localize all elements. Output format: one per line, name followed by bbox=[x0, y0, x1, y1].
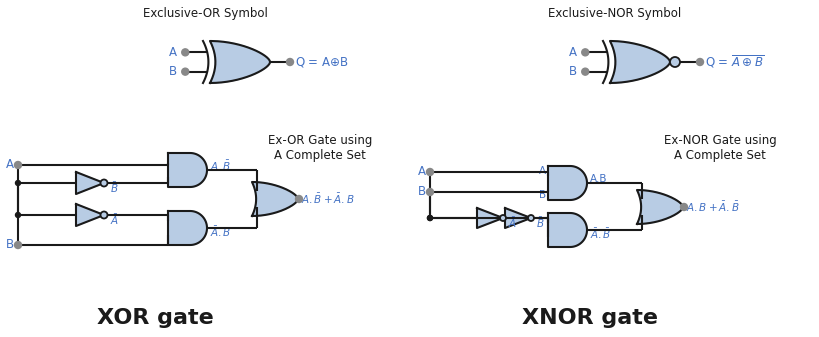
Circle shape bbox=[581, 49, 588, 56]
Polygon shape bbox=[636, 190, 682, 224]
Polygon shape bbox=[210, 41, 269, 83]
Text: A: A bbox=[169, 46, 177, 59]
Text: $\bar{B}$: $\bar{B}$ bbox=[111, 181, 119, 195]
Polygon shape bbox=[76, 204, 104, 226]
Circle shape bbox=[182, 49, 188, 56]
Polygon shape bbox=[505, 208, 531, 228]
Circle shape bbox=[15, 161, 21, 168]
Polygon shape bbox=[168, 153, 206, 187]
Text: $\bar{B}$: $\bar{B}$ bbox=[536, 216, 544, 230]
Text: A: A bbox=[538, 166, 545, 176]
Circle shape bbox=[669, 57, 679, 67]
Polygon shape bbox=[76, 172, 104, 194]
Text: A: A bbox=[568, 46, 577, 59]
Text: $\bar{A}.B$: $\bar{A}.B$ bbox=[210, 225, 231, 239]
Text: $\bar{A}.\bar{B}$: $\bar{A}.\bar{B}$ bbox=[590, 227, 611, 241]
Text: B: B bbox=[538, 190, 545, 200]
Text: Exclusive-NOR Symbol: Exclusive-NOR Symbol bbox=[548, 6, 681, 20]
Polygon shape bbox=[609, 41, 669, 83]
Polygon shape bbox=[168, 211, 206, 245]
Polygon shape bbox=[547, 166, 586, 200]
Text: B: B bbox=[6, 239, 14, 251]
Polygon shape bbox=[477, 208, 502, 228]
Circle shape bbox=[527, 215, 533, 221]
Text: $A.\bar{B}+\bar{A}.B$: $A.\bar{B}+\bar{A}.B$ bbox=[301, 192, 355, 206]
Circle shape bbox=[680, 204, 686, 211]
Text: XOR gate: XOR gate bbox=[97, 308, 213, 328]
Text: Ex-NOR Gate using
A Complete Set: Ex-NOR Gate using A Complete Set bbox=[663, 134, 776, 162]
Circle shape bbox=[500, 215, 505, 221]
Text: Ex-OR Gate using
A Complete Set: Ex-OR Gate using A Complete Set bbox=[268, 134, 372, 162]
Circle shape bbox=[15, 242, 21, 248]
Text: A.B: A.B bbox=[590, 174, 607, 184]
Circle shape bbox=[426, 168, 433, 176]
Text: XNOR gate: XNOR gate bbox=[522, 308, 657, 328]
Circle shape bbox=[101, 212, 107, 218]
Circle shape bbox=[426, 188, 433, 195]
Circle shape bbox=[427, 215, 432, 220]
Text: A: A bbox=[6, 158, 14, 172]
Text: Exclusive-OR Symbol: Exclusive-OR Symbol bbox=[143, 6, 267, 20]
Circle shape bbox=[581, 68, 588, 75]
Text: B: B bbox=[418, 185, 426, 198]
Text: $A.B+\bar{A}.\bar{B}$: $A.B+\bar{A}.\bar{B}$ bbox=[686, 200, 739, 214]
Circle shape bbox=[101, 180, 107, 186]
Circle shape bbox=[427, 215, 432, 220]
Circle shape bbox=[16, 213, 20, 217]
Polygon shape bbox=[547, 213, 586, 247]
Polygon shape bbox=[251, 182, 297, 216]
Text: $\bar{A}$: $\bar{A}$ bbox=[111, 213, 120, 227]
Text: $A.\bar{B}$: $A.\bar{B}$ bbox=[210, 159, 231, 173]
Circle shape bbox=[16, 181, 20, 185]
Circle shape bbox=[695, 59, 703, 65]
Text: A: A bbox=[418, 165, 426, 179]
Circle shape bbox=[295, 195, 302, 203]
Circle shape bbox=[286, 59, 293, 65]
Text: Q = A$\oplus$B: Q = A$\oplus$B bbox=[295, 55, 348, 69]
Text: $\bar{A}$: $\bar{A}$ bbox=[508, 216, 516, 230]
Text: B: B bbox=[169, 65, 177, 78]
Circle shape bbox=[182, 68, 188, 75]
Text: Q = $\overline{A\oplus B}$: Q = $\overline{A\oplus B}$ bbox=[704, 54, 763, 70]
Text: B: B bbox=[568, 65, 577, 78]
